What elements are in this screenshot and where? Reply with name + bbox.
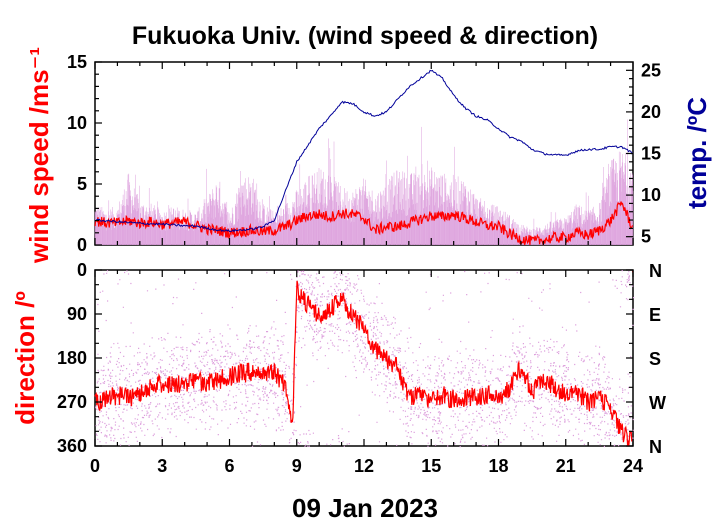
compass-tick-label: E (649, 305, 661, 325)
compass-tick-label: N (649, 437, 662, 457)
temp-tick-label: 20 (641, 102, 661, 122)
direction-tick-label: 360 (57, 436, 87, 456)
wind-direction-plot (94, 270, 635, 448)
compass-tick-label: N (649, 261, 662, 281)
wind-tick-label: 10 (67, 113, 87, 133)
x-tick-label: 18 (488, 456, 508, 476)
x-tick-label: 12 (354, 456, 374, 476)
x-tick-label: 21 (556, 456, 576, 476)
temp-tick-label: 10 (641, 185, 661, 205)
direction-scatter-series (95, 270, 635, 448)
wind-tick-label: 5 (77, 174, 87, 194)
x-tick-label: 0 (90, 456, 100, 476)
temp-tick-label: 5 (641, 227, 651, 247)
temperature-axis-title: temp. /ºC (682, 97, 712, 209)
wind-tick-label: 0 (77, 235, 87, 255)
temperature-series (94, 69, 634, 233)
x-tick-label: 24 (623, 456, 643, 476)
direction-tick-label: 270 (57, 392, 87, 412)
x-tick-label: 3 (157, 456, 167, 476)
wind-tick-label: 15 (67, 52, 87, 72)
x-tick-label: 6 (224, 456, 234, 476)
date-label: 09 Jan 2023 (292, 493, 438, 523)
temp-tick-label: 15 (641, 144, 661, 164)
direction-tick-label: 90 (67, 304, 87, 324)
wind-direction-ticks: 0 3 6 9 12 15 18 21 24 0 90 180 270 360 N E S W N (57, 260, 666, 476)
wind-speed-temperature-ticks: 0 5 10 15 5 10 15 20 25 (67, 52, 661, 255)
direction-mean-series (94, 270, 634, 446)
wind-gust-series (94, 119, 634, 245)
chart-title: Fukuoka Univ. (wind speed & direction) (132, 22, 598, 50)
x-tick-label: 15 (421, 456, 441, 476)
compass-tick-label: S (649, 349, 661, 369)
direction-axis-title: direction /º (10, 291, 40, 425)
wind-speed-axis-title: wind speed /ms⁻¹ (24, 47, 54, 264)
temp-tick-label: 25 (641, 60, 661, 80)
compass-tick-label: W (649, 393, 666, 413)
wind-speed-temperature-plot (94, 69, 634, 246)
x-tick-label: 9 (292, 456, 302, 476)
direction-tick-label: 0 (77, 260, 87, 280)
direction-tick-label: 180 (57, 348, 87, 368)
